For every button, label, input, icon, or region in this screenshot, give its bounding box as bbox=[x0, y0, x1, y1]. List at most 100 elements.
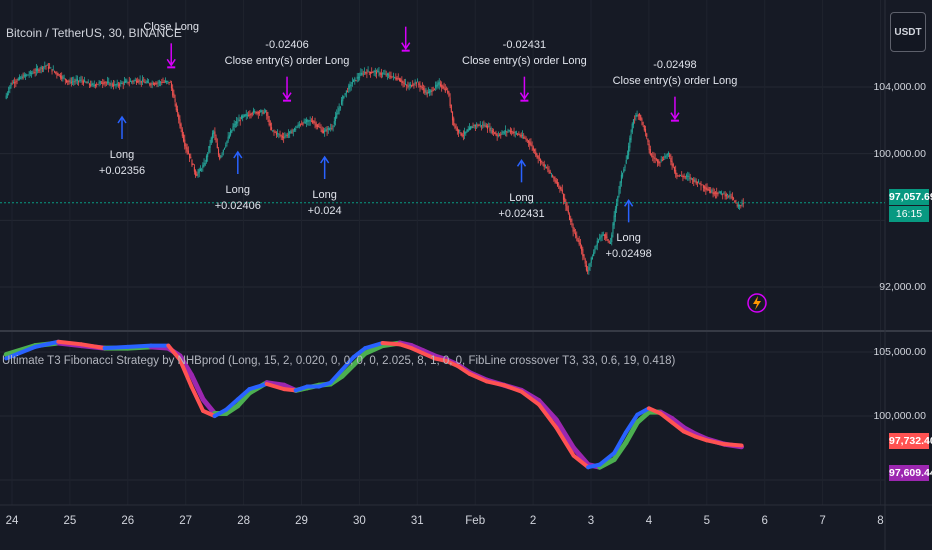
candle-body bbox=[636, 114, 638, 117]
candle-body bbox=[356, 76, 358, 79]
candle-body bbox=[172, 88, 174, 96]
candle-body bbox=[267, 115, 269, 119]
candle-body bbox=[70, 81, 72, 84]
candle-body bbox=[377, 70, 379, 73]
price-series bbox=[5, 61, 744, 275]
candle-body bbox=[24, 75, 27, 77]
currency-button[interactable]: USDT bbox=[890, 12, 926, 52]
candle-body bbox=[541, 160, 543, 162]
candle-body bbox=[388, 74, 390, 76]
candle-body bbox=[295, 128, 297, 130]
candle-body bbox=[678, 175, 680, 177]
candle-body bbox=[572, 227, 574, 232]
long-entry-label: Long +0.02356 bbox=[99, 147, 145, 179]
candle-body bbox=[632, 119, 635, 125]
candle-body bbox=[96, 84, 98, 86]
candle-body bbox=[643, 125, 645, 131]
candle-body bbox=[443, 87, 445, 88]
candle-body bbox=[332, 126, 334, 128]
candle-body bbox=[515, 133, 518, 134]
candle-body bbox=[181, 129, 183, 137]
candle-body bbox=[166, 81, 168, 82]
close-arrowhead bbox=[670, 112, 680, 121]
candle-body bbox=[506, 131, 508, 133]
candle-body bbox=[552, 175, 554, 177]
candle-body bbox=[310, 120, 312, 122]
candle-body bbox=[588, 267, 590, 270]
candle-body bbox=[316, 124, 318, 127]
candle-body bbox=[725, 194, 727, 197]
candle-body bbox=[109, 83, 111, 86]
candle-body bbox=[379, 72, 381, 75]
candle-body bbox=[121, 82, 123, 84]
x-tick-label: 5 bbox=[703, 515, 710, 527]
candle-body bbox=[652, 156, 654, 157]
candle-body bbox=[199, 168, 201, 172]
t3-fast-line bbox=[247, 382, 269, 392]
candle-body bbox=[655, 158, 657, 160]
candle-body bbox=[420, 85, 422, 88]
candle-body bbox=[520, 135, 522, 137]
candle-body bbox=[629, 138, 631, 148]
candle-body bbox=[56, 72, 58, 75]
candle-body bbox=[176, 109, 179, 113]
candle-body bbox=[684, 176, 686, 178]
candle-body bbox=[12, 81, 14, 83]
candle-body bbox=[412, 84, 414, 86]
candle-body bbox=[314, 122, 316, 124]
candle-body bbox=[312, 120, 314, 123]
candle-body bbox=[105, 82, 107, 84]
candle-body bbox=[702, 185, 704, 188]
candle-body bbox=[623, 169, 625, 172]
x-tick-label: 7 bbox=[819, 515, 826, 527]
candle-body bbox=[427, 91, 429, 94]
candle-body bbox=[536, 153, 538, 158]
candle-body bbox=[274, 131, 276, 133]
t3-fast-line bbox=[79, 342, 107, 351]
candle-body bbox=[608, 241, 610, 243]
candle-body bbox=[396, 77, 398, 81]
candle-body bbox=[93, 84, 95, 86]
candle-body bbox=[331, 127, 333, 129]
candle-body bbox=[103, 82, 105, 85]
candle-body bbox=[161, 82, 163, 84]
candle-body bbox=[612, 223, 614, 234]
candle-body bbox=[319, 127, 321, 128]
candle-body bbox=[64, 78, 66, 81]
t3-fast-line bbox=[166, 343, 182, 362]
candle-body bbox=[416, 81, 419, 83]
candle-body bbox=[187, 150, 189, 155]
candle-body bbox=[547, 168, 549, 170]
candle-body bbox=[262, 112, 264, 114]
candle-body bbox=[532, 147, 534, 151]
candle-body bbox=[37, 68, 39, 71]
candle-body bbox=[585, 264, 587, 271]
candle-body bbox=[529, 141, 531, 145]
t3-fast-line bbox=[571, 453, 591, 470]
candle-body bbox=[223, 147, 226, 150]
candle-body bbox=[151, 83, 153, 84]
close-exit-text: Close entry(s) order Long bbox=[224, 54, 350, 67]
candle-body bbox=[696, 181, 698, 184]
close-exit-label: -0.02498 Close entry(s) order Long bbox=[613, 57, 738, 89]
close-arrowhead bbox=[282, 92, 292, 101]
candle-body bbox=[594, 249, 596, 253]
candle-body bbox=[325, 129, 327, 132]
t3-slow-line bbox=[351, 350, 368, 368]
candle-body bbox=[279, 134, 281, 136]
candle-body bbox=[513, 132, 515, 133]
candle-body bbox=[164, 80, 166, 82]
candle-body bbox=[582, 249, 584, 257]
candle-body bbox=[380, 73, 382, 75]
candle-body bbox=[560, 187, 562, 191]
candle-body bbox=[568, 214, 571, 220]
candle-body bbox=[740, 205, 742, 206]
candle-body bbox=[559, 185, 561, 190]
candle-body bbox=[369, 72, 372, 74]
candle-body bbox=[414, 81, 416, 84]
candle-body bbox=[285, 134, 287, 136]
candle-body bbox=[700, 183, 702, 186]
candle-body bbox=[711, 190, 713, 192]
lightning-icon[interactable] bbox=[747, 293, 767, 313]
candle-body bbox=[618, 189, 620, 196]
